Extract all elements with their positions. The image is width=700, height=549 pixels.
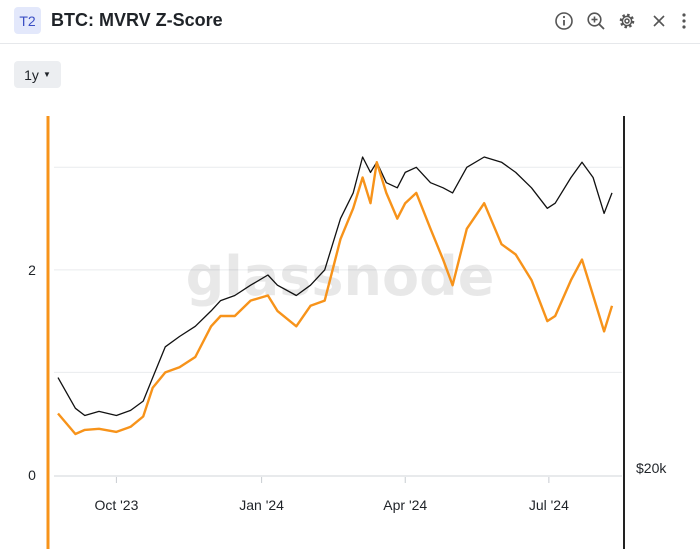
- chart[interactable]: glassnode Oct '23 Jan '24 Apr '24 Jul '24 0…: [0, 100, 700, 549]
- chart-badge: T2: [14, 7, 41, 34]
- y-axis-left: 02: [28, 262, 36, 483]
- watermark: glassnode: [186, 245, 495, 308]
- y-right-tick-label: $20k: [636, 460, 667, 476]
- zoom-in-icon[interactable]: [585, 10, 607, 32]
- y-tick-label: 2: [28, 262, 36, 278]
- chart-header: T2 BTC: MVRV Z-Score: [0, 0, 700, 44]
- y-tick-label: 0: [28, 467, 36, 483]
- close-icon[interactable]: [648, 10, 670, 32]
- x-axis: Oct '23 Jan '24 Apr '24 Jul '24: [54, 475, 622, 513]
- x-tick-label: Oct '23: [94, 497, 138, 513]
- series-line-price: [57, 156, 613, 417]
- more-vertical-icon[interactable]: [676, 10, 692, 32]
- x-tick-label: Jul '24: [529, 497, 569, 513]
- range-selector[interactable]: 1y ▼: [14, 61, 61, 88]
- series-group: [57, 156, 614, 436]
- x-tick-label: Jan '24: [239, 497, 284, 513]
- chart-title: BTC: MVRV Z-Score: [51, 10, 223, 30]
- caret-down-icon: ▼: [42, 70, 51, 79]
- grid-lines: [54, 166, 622, 373]
- x-tick-label: Apr '24: [383, 497, 427, 513]
- range-label: 1y: [24, 66, 39, 83]
- gear-icon[interactable]: [616, 10, 638, 32]
- y-axis-right: $20k: [636, 460, 667, 476]
- info-icon[interactable]: [553, 10, 575, 32]
- series-line-zscore: [57, 161, 614, 436]
